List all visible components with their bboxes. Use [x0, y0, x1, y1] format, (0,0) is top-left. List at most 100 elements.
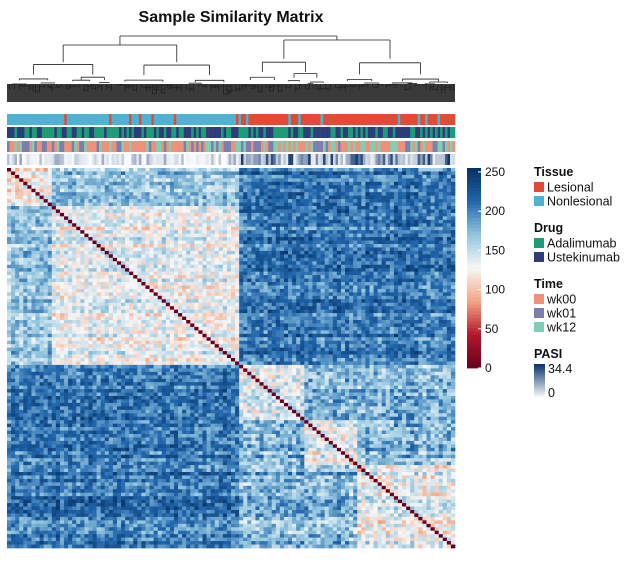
heatmap-cell [96, 223, 102, 228]
heatmap-cell [137, 199, 142, 203]
heatmap-cell [271, 247, 277, 252]
heatmap-cell [410, 278, 415, 283]
heatmap-cell [357, 250, 362, 255]
heatmap-cell [226, 244, 232, 248]
heatmap-cell [397, 185, 403, 190]
heatmap-cell [121, 271, 126, 276]
heatmap-cell [51, 261, 57, 266]
drug-annotation-cell [233, 127, 237, 138]
heatmap-cell [296, 257, 301, 262]
heatmap-cell [64, 202, 69, 207]
drug-annotation-cell [221, 127, 224, 138]
heatmap-cell [104, 181, 110, 186]
heatmap-cell [304, 178, 309, 183]
heatmap-cell [271, 209, 277, 214]
heatmap-cell [251, 195, 256, 200]
heatmap-cell [35, 185, 40, 190]
heatmap-cell [137, 271, 142, 276]
heatmap-cell [7, 195, 12, 200]
heatmap-cell [84, 240, 89, 245]
heatmap-cell [308, 168, 313, 172]
heatmap-cell [434, 216, 440, 221]
heatmap-cell [397, 285, 403, 290]
heatmap-cell [283, 202, 289, 207]
heatmap-cell [340, 192, 346, 196]
heatmap-cell [19, 278, 24, 283]
time-annotation-cell [333, 141, 336, 152]
tissue-annotation-cell [178, 114, 182, 125]
heatmap-cell [332, 185, 338, 190]
heatmap-cell [153, 168, 159, 172]
heatmap-cell [385, 192, 391, 196]
heatmap-cell [96, 219, 102, 224]
heatmap-cell [84, 271, 89, 276]
tissue-annotation-cell [223, 114, 227, 125]
heatmap-cell [414, 192, 419, 196]
heatmap-cell [149, 195, 154, 200]
heatmap-cell [312, 264, 317, 269]
heatmap-cell [104, 171, 110, 176]
heatmap-cell [165, 209, 171, 214]
heatmap-cell [239, 195, 244, 200]
heatmap-cell [430, 254, 435, 259]
tissue-annotation-cell [89, 114, 92, 125]
heatmap-cell [178, 271, 183, 276]
heatmap-cell [153, 188, 159, 193]
heatmap-cell [214, 178, 220, 183]
heatmap-cell [178, 240, 183, 245]
heatmap-cell [96, 233, 102, 238]
heatmap-cell [316, 275, 321, 279]
heatmap-cell [15, 168, 20, 172]
heatmap-cell [438, 181, 444, 186]
heatmap-cell [259, 237, 264, 241]
drug-annotation-cell [410, 127, 413, 138]
heatmap-cell [7, 216, 12, 221]
tissue-annotation-cell [216, 114, 219, 125]
heatmap-cell [438, 195, 444, 200]
heatmap-cell [182, 271, 187, 276]
heatmap-cell [320, 178, 326, 183]
drug-annotation-cell [283, 127, 287, 138]
heatmap-cell [369, 233, 374, 238]
heatmap-cell [300, 168, 305, 172]
heatmap-cell [218, 226, 224, 231]
tissue-annotation-cell [69, 114, 73, 125]
heatmap-cell [145, 188, 150, 193]
heatmap-cell [76, 271, 81, 276]
heatmap-cell [397, 226, 403, 231]
heatmap-cell [72, 285, 77, 290]
heatmap-cell [157, 271, 163, 276]
heatmap-cell [226, 264, 232, 269]
heatmap-cell [157, 261, 163, 266]
heatmap-cell [414, 244, 419, 248]
heatmap-cell [430, 237, 435, 241]
heatmap-cell [279, 261, 285, 266]
heatmap-cell [243, 278, 248, 283]
heatmap-cell [442, 174, 448, 179]
heatmap-cell [231, 226, 236, 231]
drug-annotation-cell [231, 127, 234, 138]
heatmap-cell [141, 261, 146, 266]
heatmap-cell [402, 244, 407, 248]
drug-annotation-cell [405, 127, 409, 138]
heatmap-cell [198, 202, 203, 207]
heatmap-cell [446, 216, 452, 221]
heatmap-cell [153, 178, 159, 183]
heatmap-cell [190, 250, 195, 255]
heatmap-cell [345, 261, 350, 266]
heatmap-cell [137, 174, 142, 179]
heatmap-cell [357, 275, 362, 279]
heatmap-cell [361, 178, 366, 183]
heatmap-cell [308, 285, 313, 290]
heatmap-cell [418, 264, 423, 269]
heatmap-cell [251, 254, 256, 259]
heatmap-cell [182, 244, 187, 248]
heatmap-cell [194, 178, 199, 183]
drug-annotation-cell [111, 127, 115, 138]
pasi-annotation-cell [41, 154, 45, 165]
heatmap-cell [418, 226, 423, 231]
heatmap-cell [19, 216, 24, 221]
heatmap-cell [84, 188, 89, 193]
heatmap-cell [263, 171, 268, 176]
heatmap-cell [43, 168, 49, 172]
